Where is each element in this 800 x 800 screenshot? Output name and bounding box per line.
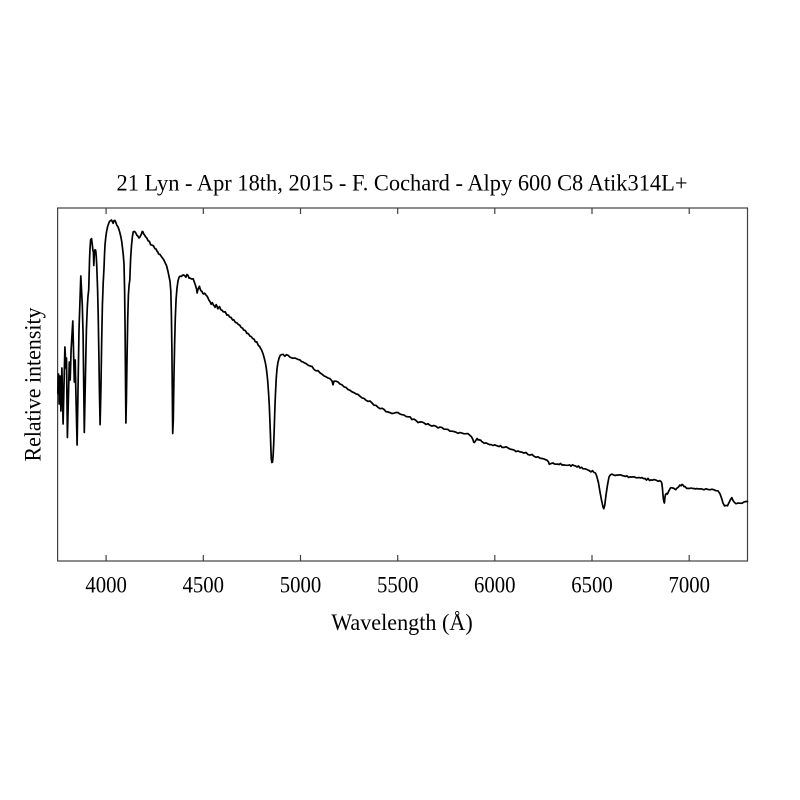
svg-text:4000: 4000 (85, 573, 127, 598)
svg-text:Wavelength (Å): Wavelength (Å) (331, 610, 473, 635)
svg-text:4500: 4500 (183, 573, 225, 598)
svg-text:6000: 6000 (474, 573, 516, 598)
svg-text:7000: 7000 (668, 573, 710, 598)
svg-text:5500: 5500 (377, 573, 419, 598)
svg-text:6500: 6500 (571, 573, 613, 598)
svg-text:Relative intensity: Relative intensity (21, 307, 46, 461)
svg-text:5000: 5000 (280, 573, 322, 598)
svg-text:21 Lyn - Apr 18th, 2015 - F. C: 21 Lyn - Apr 18th, 2015 - F. Cochard - A… (117, 171, 688, 196)
